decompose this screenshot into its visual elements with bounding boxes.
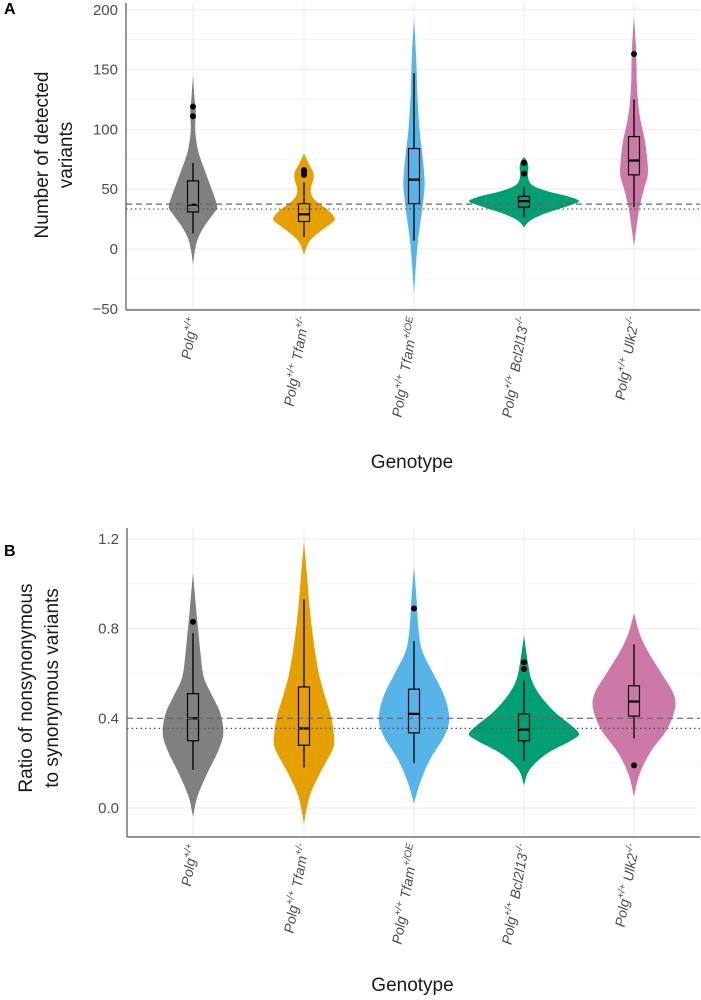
box: [627, 135, 641, 176]
superscript: +/+: [284, 362, 297, 378]
outlier-point: [190, 113, 196, 120]
label-part: Tfam: [396, 865, 418, 903]
label-part: Polg: [281, 904, 302, 935]
y-tick-label: 0: [110, 241, 118, 258]
box: [297, 202, 311, 223]
box: [517, 713, 531, 742]
y-tick-label: 0.0: [98, 800, 119, 817]
y-axis-title: variants: [56, 122, 77, 189]
superscript: +/+: [284, 889, 297, 905]
x-tick-label: Polg+/+: [177, 315, 201, 360]
y-tick-label: 100: [93, 121, 118, 138]
x-tick-label: Polg+/+ Bcl2l13-/-: [498, 315, 533, 419]
superscript: +/+: [392, 373, 405, 389]
x-tick-label: Polg+/+ Tfam+/-: [280, 842, 313, 934]
y-axis-title: to synonymous variants: [42, 588, 63, 788]
label-part: Ulk2: [619, 852, 640, 886]
superscript: +/+: [182, 315, 195, 331]
superscript: -/-: [514, 315, 527, 327]
x-axis-title: Genotype: [371, 452, 453, 473]
label-part: Tfam: [396, 338, 418, 376]
label-part: Tfam: [288, 854, 310, 892]
y-tick-label: 150: [93, 62, 118, 79]
superscript: +/+: [616, 883, 629, 899]
label-part: Polg: [178, 330, 199, 361]
y-tick-label: 200: [93, 2, 118, 19]
box: [186, 693, 200, 742]
label-part: Ulk2: [619, 325, 640, 359]
outlier-point: [521, 170, 527, 177]
label-part: Tfam: [288, 327, 310, 365]
superscript: +/OE: [401, 315, 416, 340]
label-part: Polg: [178, 857, 199, 888]
box: [186, 180, 200, 213]
panel-label: B: [4, 543, 16, 560]
x-axis-title: Genotype: [371, 975, 453, 996]
x-tick-label: Polg+/+ Bcl2l13-/-: [498, 842, 533, 946]
outlier-point: [521, 659, 527, 666]
y-tick-label: 1.2: [98, 531, 119, 548]
x-tick-label: Polg+/+ Ulk2-/-: [611, 842, 642, 928]
outlier-point: [190, 103, 196, 110]
superscript: +/+: [182, 842, 195, 858]
box: [407, 147, 421, 205]
superscript: +/OE: [401, 842, 416, 867]
superscript: +/+: [392, 900, 405, 916]
superscript: +/-: [293, 315, 306, 329]
box: [297, 686, 311, 746]
superscript: -/-: [624, 315, 637, 327]
y-tick-label: 0.8: [98, 621, 119, 638]
box: [407, 688, 421, 734]
label-part: Bcl2l13: [506, 852, 530, 904]
x-tick-label: Polg+/+ Tfam+/OE: [388, 842, 422, 945]
panel-label: A: [4, 1, 16, 18]
label-part: Bcl2l13: [506, 325, 530, 377]
outlier-point: [631, 51, 637, 58]
superscript: -/-: [624, 842, 637, 854]
outlier-point: [521, 665, 527, 672]
label-part: Polg: [281, 377, 302, 408]
superscript: +/-: [293, 842, 306, 856]
y-tick-label: 50: [101, 181, 118, 198]
outlier-point: [631, 762, 637, 769]
y-tick-label: 0.4: [98, 710, 119, 727]
label-part: Polg: [499, 915, 520, 946]
label-part: Polg: [612, 371, 633, 402]
x-tick-label: Polg+/+: [177, 842, 201, 887]
outlier-point: [301, 167, 307, 174]
y-tick-label: −50: [93, 301, 118, 318]
superscript: +/+: [502, 374, 515, 390]
x-tick-label: Polg+/+ Ulk2-/-: [611, 315, 642, 401]
outlier-point: [521, 159, 527, 166]
superscript: -/-: [514, 842, 527, 854]
outlier-point: [411, 605, 417, 612]
x-tick-label: Polg+/+ Tfam+/OE: [388, 315, 422, 418]
label-part: Polg: [612, 898, 633, 929]
y-axis-title: Number of detected: [32, 72, 53, 239]
y-axis-title: Ratio of nonsynonymous: [16, 583, 37, 792]
label-part: Polg: [389, 915, 410, 946]
label-part: Polg: [499, 388, 520, 419]
x-tick-label: Polg+/+ Tfam+/-: [280, 315, 313, 407]
outlier-point: [190, 618, 196, 625]
label-part: Polg: [389, 388, 410, 419]
superscript: +/+: [616, 356, 629, 372]
superscript: +/+: [502, 901, 515, 917]
